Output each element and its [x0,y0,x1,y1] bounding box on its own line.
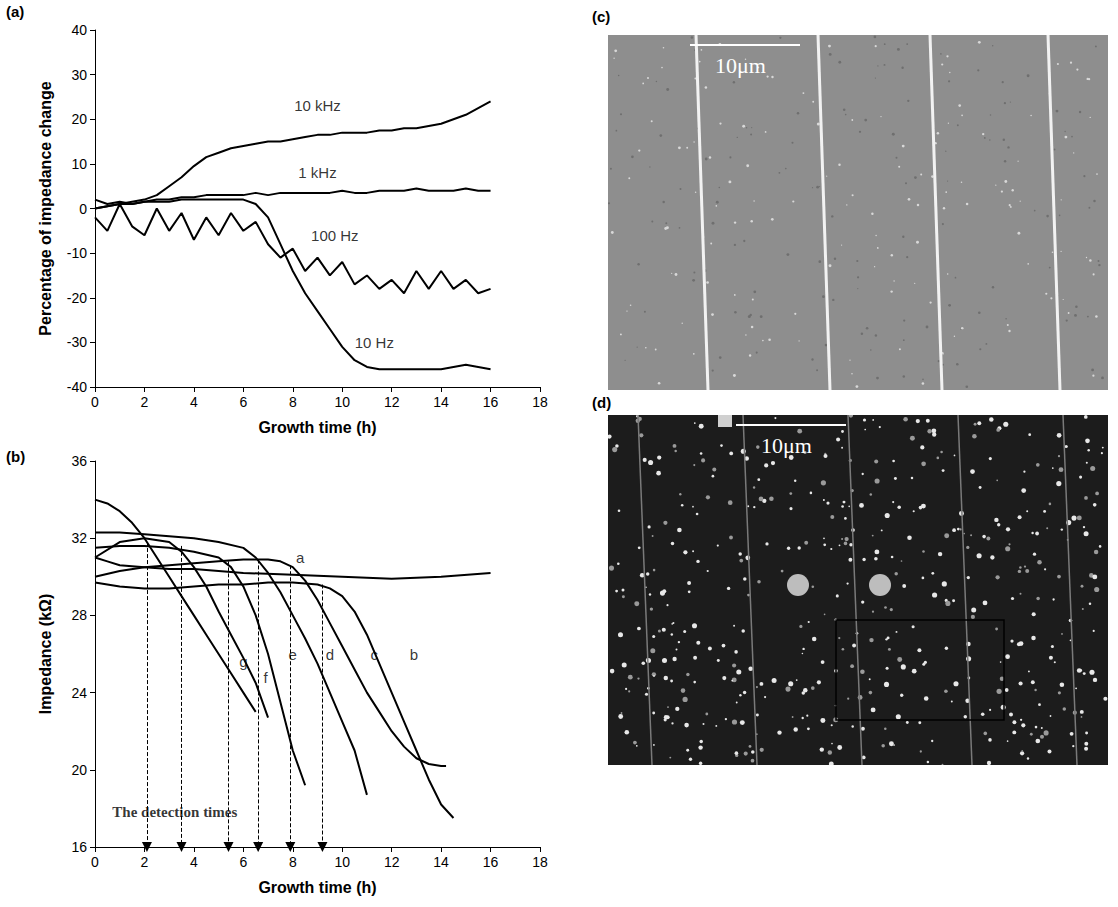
svg-text:100 Hz: 100 Hz [311,227,359,244]
svg-text:Impedance (kΩ): Impedance (kΩ) [37,594,54,714]
svg-text:-20: -20 [67,290,87,306]
svg-text:10μm: 10μm [761,433,812,458]
svg-text:24: 24 [71,685,87,701]
svg-text:d: d [326,646,334,663]
svg-text:10: 10 [334,394,350,410]
svg-text:g: g [239,653,248,671]
svg-text:4: 4 [190,854,198,870]
svg-text:30: 30 [71,67,87,83]
svg-text:e: e [289,646,297,663]
svg-text:16: 16 [483,394,499,410]
svg-text:b: b [410,646,418,663]
svg-text:10: 10 [334,854,350,870]
svg-text:10μm: 10μm [715,53,766,78]
svg-text:18: 18 [532,854,548,870]
svg-text:16: 16 [483,854,499,870]
svg-text:2: 2 [141,854,149,870]
svg-text:Growth time (h): Growth time (h) [258,419,376,436]
svg-text:10 kHz: 10 kHz [294,97,341,114]
svg-text:8: 8 [289,394,297,410]
svg-text:14: 14 [433,854,449,870]
html-text:(c): (c) [592,8,611,25]
svg-text:0: 0 [91,854,99,870]
svg-text:1 kHz: 1 kHz [298,164,336,181]
svg-text:8: 8 [289,854,297,870]
svg-text:0: 0 [79,201,87,217]
svg-text:-30: -30 [67,334,87,350]
svg-text:20: 20 [71,111,87,127]
svg-text:-10: -10 [67,245,87,261]
svg-text:6: 6 [239,854,247,870]
svg-text:18: 18 [532,394,548,410]
svg-text:f: f [263,669,268,686]
svg-text:14: 14 [433,394,449,410]
svg-text:c: c [370,645,379,663]
svg-text:20: 20 [71,762,87,778]
svg-text:The detection times: The detection times [112,804,237,820]
svg-text:-40: -40 [67,379,87,395]
svg-text:Percentage of impedance change: Percentage of impedance change [37,81,54,335]
svg-text:2: 2 [141,394,149,410]
svg-text:4: 4 [190,394,198,410]
svg-text:12: 12 [384,854,400,870]
svg-text:(a): (a) [6,3,24,20]
svg-text:40: 40 [71,22,87,38]
svg-text:a: a [296,549,305,566]
html-text:(d): (d) [592,394,612,411]
svg-text:10: 10 [71,156,87,172]
svg-text:0: 0 [91,394,99,410]
svg-text:36: 36 [71,453,87,469]
svg-text:10 Hz: 10 Hz [355,334,394,351]
svg-text:16: 16 [71,839,87,855]
svg-text:(b): (b) [6,448,25,465]
svg-text:12: 12 [384,394,400,410]
svg-text:Growth time (h): Growth time (h) [258,879,376,896]
svg-text:6: 6 [239,394,247,410]
svg-text:28: 28 [71,607,87,623]
svg-text:32: 32 [71,530,87,546]
